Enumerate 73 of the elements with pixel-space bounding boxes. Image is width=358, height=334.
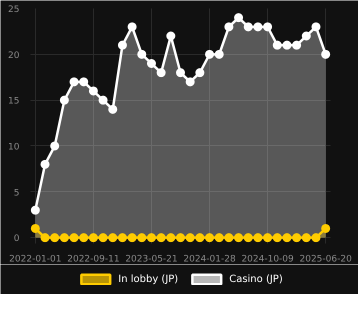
x-tick-label: 2023-05-21 — [125, 254, 178, 264]
point — [205, 50, 214, 59]
point — [166, 32, 176, 40]
point — [244, 22, 253, 32]
point — [40, 160, 50, 169]
y-tick-label: 0 — [14, 234, 20, 244]
point — [244, 233, 253, 242]
legend-label: In lobby (JP) — [118, 274, 178, 284]
y-tick-label: 5 — [14, 188, 20, 198]
point — [146, 59, 156, 68]
x-tick-label: 2025-06-20 — [300, 254, 352, 264]
point — [79, 77, 88, 86]
point — [128, 22, 137, 32]
point — [40, 233, 50, 242]
point — [214, 233, 224, 242]
x-tick-label: 2022-01-01 — [9, 254, 62, 264]
y-tick-label: 25 — [8, 5, 20, 15]
point — [118, 233, 127, 242]
point — [321, 50, 330, 59]
point — [98, 96, 108, 105]
point — [156, 233, 166, 242]
point — [30, 224, 40, 233]
y-tick-label: 15 — [8, 96, 20, 107]
point — [282, 40, 292, 50]
point — [108, 233, 118, 242]
point — [195, 68, 204, 78]
point — [156, 68, 166, 78]
point — [234, 13, 244, 22]
x-tick-label: 2024-10-09 — [241, 254, 294, 264]
point — [60, 96, 69, 105]
point — [292, 40, 302, 50]
point — [70, 77, 79, 86]
point — [137, 50, 146, 59]
point — [311, 22, 320, 32]
point — [70, 233, 79, 242]
point — [272, 40, 282, 50]
point — [224, 22, 234, 32]
y-tick-label: 20 — [8, 50, 20, 61]
point — [302, 32, 311, 40]
point — [292, 233, 302, 242]
point — [224, 233, 234, 242]
point — [108, 104, 118, 114]
point — [321, 224, 330, 233]
point — [263, 233, 272, 242]
point — [302, 233, 311, 242]
point — [118, 40, 127, 50]
point — [88, 86, 98, 96]
point — [128, 233, 137, 242]
point — [166, 233, 176, 242]
point — [30, 206, 40, 215]
point — [186, 77, 195, 86]
point — [146, 233, 156, 242]
x-tick-label: 2024-01-28 — [183, 254, 236, 264]
x-tick-label: 2022-09-11 — [67, 254, 120, 264]
point — [88, 233, 98, 242]
y-tick-label: 10 — [8, 142, 20, 152]
point — [176, 233, 185, 242]
point — [186, 233, 195, 242]
legend-label: Casino (JP) — [229, 274, 283, 284]
point — [263, 22, 272, 32]
point — [205, 233, 214, 242]
point — [50, 233, 60, 242]
point — [79, 233, 88, 242]
point — [282, 233, 292, 242]
point — [176, 68, 185, 78]
point — [137, 233, 146, 242]
point — [195, 233, 204, 242]
point — [272, 233, 282, 242]
point — [50, 142, 60, 150]
point — [98, 233, 108, 242]
point — [214, 50, 224, 59]
point — [234, 233, 244, 242]
point — [311, 233, 320, 242]
